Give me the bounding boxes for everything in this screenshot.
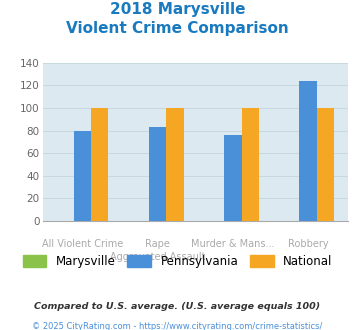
Text: © 2025 CityRating.com - https://www.cityrating.com/crime-statistics/: © 2025 CityRating.com - https://www.city… [32,322,323,330]
Text: Murder & Mans...: Murder & Mans... [191,239,275,249]
Text: Rape: Rape [145,239,170,249]
Legend: Marysville, Pennsylvania, National: Marysville, Pennsylvania, National [18,250,337,273]
Bar [224,135,241,221]
Text: Violent Crime Comparison: Violent Crime Comparison [66,21,289,36]
Text: All Violent Crime: All Violent Crime [42,239,123,249]
Bar [299,81,317,221]
Bar [241,108,259,221]
Text: Compared to U.S. average. (U.S. average equals 100): Compared to U.S. average. (U.S. average … [34,302,321,311]
Text: Robbery: Robbery [288,239,328,249]
Bar [149,127,166,221]
Text: Aggravated Assault: Aggravated Assault [110,252,206,262]
Bar [91,108,108,221]
Text: 2018 Marysville: 2018 Marysville [110,2,245,16]
Bar [166,108,184,221]
Bar [317,108,334,221]
Bar [74,131,91,221]
